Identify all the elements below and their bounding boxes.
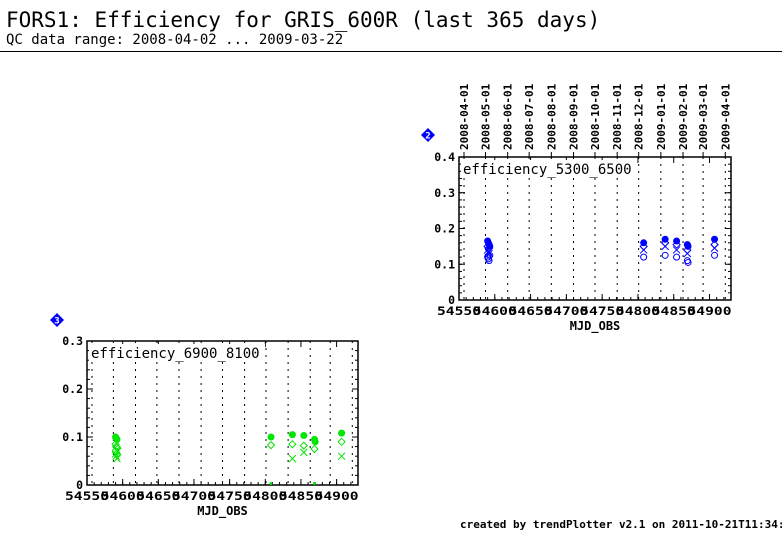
x-tick-label: 54900 (688, 304, 732, 318)
data-point-open-circle (113, 450, 121, 458)
x-tick-label: 54750 (580, 304, 624, 318)
date-tick-label: 2008-04-01 (458, 83, 471, 150)
data-point-diamond (288, 439, 297, 449)
panel-badge-number: 3 (54, 317, 59, 327)
data-point-filled-circle (338, 429, 346, 437)
x-tick-label: 54850 (652, 304, 696, 318)
date-tick-label: 2008-10-01 (589, 83, 602, 150)
date-tick-label: 2008-09-01 (568, 83, 581, 150)
x-tick-label: 54750 (208, 489, 252, 503)
date-tick-label: 2009-03-01 (697, 83, 710, 150)
data-point-diamond (310, 444, 319, 454)
data-point-diamond (672, 240, 681, 249)
data-point-diamond (639, 242, 648, 251)
date-tick-label: 2009-01-01 (655, 83, 668, 150)
page-subtitle: QC data range: 2008-04-02 ... 2009-03-22 (6, 32, 344, 48)
panel-badge-icon (50, 313, 64, 327)
data-point-diamond (299, 441, 309, 450)
y-tick-label: 0.3 (62, 334, 83, 348)
x-tick-label: 54600 (473, 304, 517, 318)
panel-label: efficiency_6900_8100 (91, 346, 260, 362)
header-divider (0, 51, 782, 52)
y-tick-label: 0.2 (62, 382, 83, 396)
data-point-filled-circle (300, 432, 308, 440)
date-tick-label: 2009-02-01 (677, 83, 690, 150)
data-point-cross (288, 454, 297, 463)
header: FORS1: Efficiency for GRIS_600R (last 36… (6, 8, 776, 48)
data-point-open-circle (661, 251, 669, 259)
data-point-diamond (710, 240, 719, 249)
date-tick-label: 2008-06-01 (502, 83, 515, 150)
x-tick-label: 54900 (315, 489, 359, 503)
data-point-diamond (683, 245, 692, 255)
chart-panel-3: 3 545505460054650547005475054800548505490… (50, 313, 359, 519)
panel-badge-number: 2 (425, 132, 430, 142)
data-point-cross (299, 448, 308, 457)
y-tick-label: 0 (448, 293, 455, 307)
data-point-filled-circle (711, 235, 719, 243)
date-tick-label: 2008-07-01 (523, 83, 536, 150)
data-point-diamond (337, 437, 346, 447)
data-point-diamond (111, 439, 120, 449)
x-tick-label: 54850 (279, 489, 323, 503)
data-point-open-circle (485, 257, 493, 265)
y-tick-label: 0.3 (434, 186, 455, 200)
y-tick-label: 0.1 (62, 430, 83, 444)
date-tick-label: 2008-12-01 (633, 83, 646, 150)
x-axis-label: MJD_OBS (570, 319, 621, 334)
y-tick-label: 0.2 (434, 222, 455, 236)
data-point-diamond (266, 440, 276, 450)
data-point-filled-circle (267, 433, 275, 441)
y-tick-label: 0.4 (434, 150, 455, 164)
panel-label-bg (89, 344, 265, 361)
chart-panel-2: 2 2008-04-01 2008-05-01 2008-06-01 2008-07-0… (421, 83, 732, 334)
date-tick-label: 2008-05-01 (479, 83, 492, 150)
data-point-open-circle (640, 253, 648, 261)
x-tick-label: 54650 (136, 489, 180, 503)
x-axis-label: MJD_OBS (197, 504, 248, 519)
data-point-filled-circle (288, 431, 296, 439)
y-tick-label: 0.1 (434, 257, 455, 271)
x-tick-label: 54650 (509, 304, 553, 318)
x-tick-label: 54700 (172, 489, 216, 503)
data-point-dot (269, 482, 273, 486)
x-tick-label: 54700 (544, 304, 588, 318)
data-point-open-circle (673, 253, 681, 261)
panel-badge-icon (421, 128, 435, 142)
data-point-dot (312, 482, 316, 486)
date-tick-label: 2008-11-01 (611, 83, 624, 150)
page-title: FORS1: Efficiency for GRIS_600R (last 36… (6, 8, 601, 32)
data-point-open-circle (684, 258, 692, 266)
data-point-filled-circle (311, 438, 319, 446)
footer-credit: created by trendPlotter v2.1 on 2011-10-… (460, 518, 782, 531)
x-tick-label: 54800 (616, 304, 660, 318)
x-tick-label: 54800 (243, 489, 287, 503)
data-point-diamond (660, 238, 670, 248)
x-tick-label: 54600 (101, 489, 145, 503)
x-tick-label: 54550 (65, 489, 109, 503)
y-tick-label: 0 (76, 478, 83, 492)
panel-label: efficiency_5300_6500 (463, 162, 632, 178)
panel-label-bg (461, 160, 637, 177)
data-point-diamond (484, 243, 494, 253)
data-point-cross (672, 246, 681, 254)
data-point-open-circle (486, 251, 494, 259)
data-point-open-circle (711, 251, 719, 259)
date-tick-label: 2009-04-01 (719, 83, 732, 150)
x-tick-label: 54550 (437, 304, 481, 318)
data-point-cross (337, 452, 346, 461)
date-tick-label: 2008-08-01 (545, 83, 558, 150)
